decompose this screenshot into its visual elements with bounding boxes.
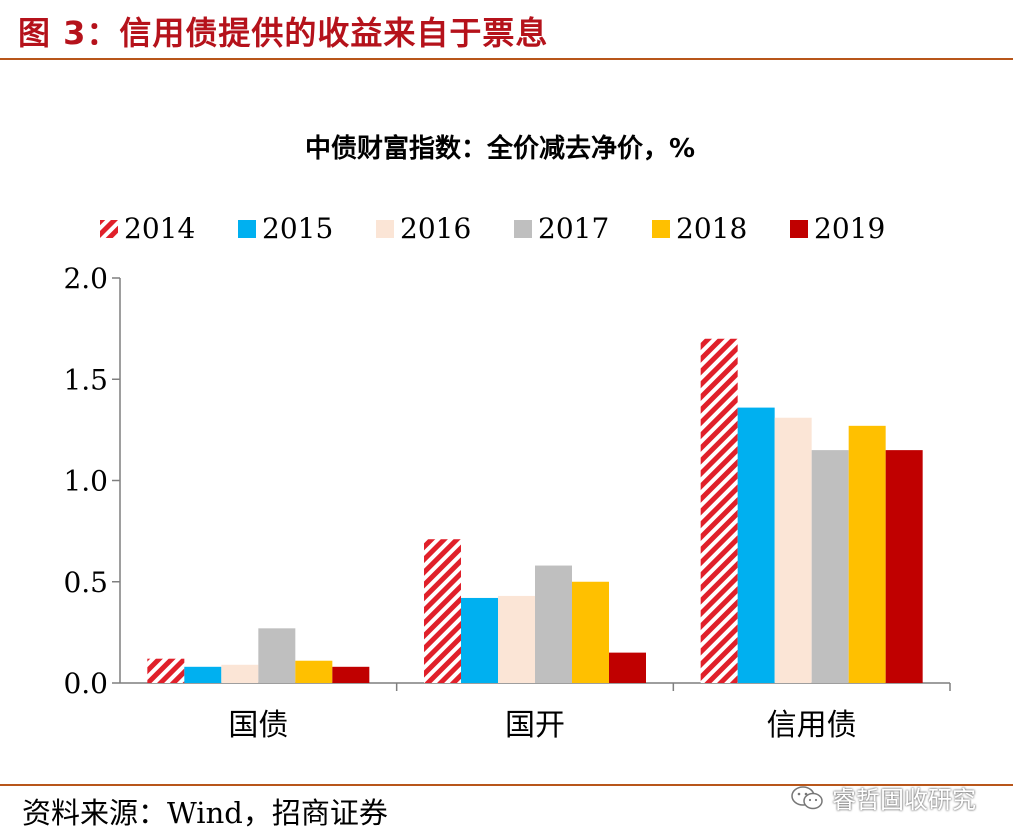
chart-title: 中债财富指数：全价减去净价，% xyxy=(305,133,695,164)
legend-swatch xyxy=(238,220,256,238)
y-tick-label: 0.5 xyxy=(63,566,108,599)
y-tick-label: 0.0 xyxy=(63,667,108,700)
bar-国债-2015 xyxy=(184,666,222,683)
source-note: 资料来源：Wind，招商证券 xyxy=(22,796,388,830)
legend-item-2015: 2015 xyxy=(238,212,333,245)
bar-国债-2016 xyxy=(221,664,259,683)
legend-label: 2018 xyxy=(676,212,747,245)
bar-信用债-2015 xyxy=(737,407,775,683)
bar-国开-2018 xyxy=(572,581,609,683)
bars xyxy=(147,338,923,683)
legend-label: 2017 xyxy=(538,212,609,245)
bar-国开-2014 xyxy=(424,539,461,683)
watermark-text: 睿哲固收研究 xyxy=(832,786,976,814)
legend-label: 2019 xyxy=(814,212,885,245)
bar-国债-2018 xyxy=(295,660,333,683)
legend-item-2017: 2017 xyxy=(514,212,609,245)
title-rule xyxy=(0,58,1013,60)
bar-国债-2019 xyxy=(332,666,370,683)
bar-国债-2014 xyxy=(147,658,185,683)
legend-swatch xyxy=(100,220,118,238)
x-tick-label: 国债 xyxy=(228,708,288,743)
legend-swatch xyxy=(514,220,532,238)
watermark: 睿哲固收研究 xyxy=(790,780,976,815)
source-rule xyxy=(0,784,1013,786)
legend-item-2018: 2018 xyxy=(652,212,747,245)
x-tick-label: 国开 xyxy=(505,708,565,743)
bar-信用债-2014 xyxy=(700,338,738,683)
bar-国开-2016 xyxy=(498,595,535,683)
y-tick-label: 2.0 xyxy=(63,262,108,295)
legend-swatch xyxy=(652,220,670,238)
y-tick-label: 1.5 xyxy=(63,363,108,396)
legend-item-2016: 2016 xyxy=(376,212,471,245)
x-tick-label: 信用债 xyxy=(767,708,857,743)
legend-swatch xyxy=(790,220,808,238)
bar-chart: 中债财富指数：全价减去净价，% 2014 2015 2016 2017 2018 2019… xyxy=(63,133,951,743)
bar-信用债-2019 xyxy=(885,450,923,683)
bar-国开-2015 xyxy=(461,597,498,683)
legend-swatch xyxy=(376,220,394,238)
bar-国开-2017 xyxy=(535,565,572,683)
wechat-icon xyxy=(791,785,823,809)
legend-item-2019: 2019 xyxy=(790,212,885,245)
legend-label: 2015 xyxy=(262,212,333,245)
legend-item-2014: 2014 xyxy=(100,212,195,245)
bar-信用债-2016 xyxy=(774,417,812,683)
y-tick-label: 1.0 xyxy=(63,465,108,498)
bar-国开-2019 xyxy=(609,652,646,683)
bar-国债-2017 xyxy=(258,628,296,683)
figure-title: 图 3：信用债提供的收益来自于票息 xyxy=(18,14,549,52)
legend-label: 2016 xyxy=(400,212,471,245)
legend-label: 2014 xyxy=(124,212,195,245)
legend: 2014 2015 2016 2017 2018 2019 xyxy=(100,212,885,245)
bar-信用债-2017 xyxy=(811,450,849,683)
bar-信用债-2018 xyxy=(848,425,886,683)
